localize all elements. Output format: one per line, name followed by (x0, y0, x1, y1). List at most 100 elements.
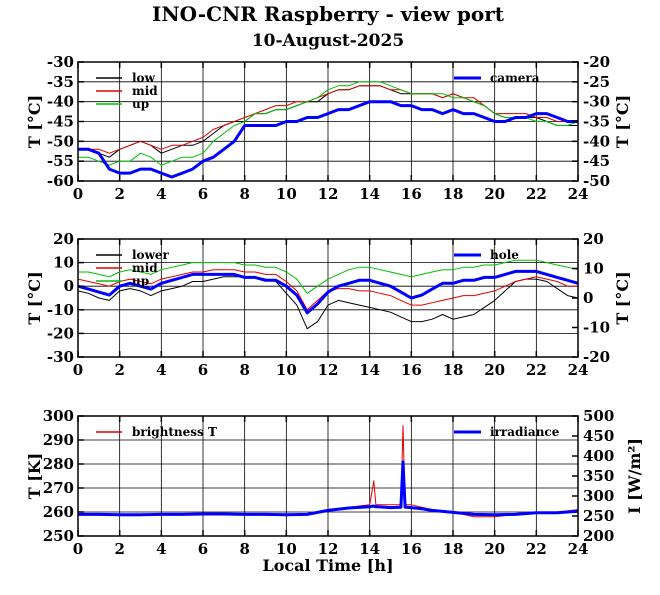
y-right-tick-label: -45 (583, 152, 610, 170)
x-tick-label: 10 (276, 540, 297, 558)
series-line-up (78, 81, 579, 166)
x-tick-label: 10 (276, 361, 297, 379)
x-tick-label: 20 (484, 540, 505, 558)
x-tick-label: 4 (156, 361, 166, 379)
x-tick-label: 22 (526, 185, 547, 203)
x-tick-label: 6 (198, 540, 208, 558)
x-tick-label: 0 (73, 540, 83, 558)
y-tick-label: -40 (47, 93, 74, 111)
x-tick-label: 12 (318, 361, 339, 379)
x-tick-label: 10 (276, 185, 297, 203)
legend-label: mid (132, 84, 158, 98)
chart-panel-2: 0 2 4 6 8 10 12 14 16 18 20 22 2420100-10-20-3020100… (25, 230, 632, 379)
y-tick-label: -10 (47, 301, 74, 319)
y-right-tick-label: -50 (583, 172, 610, 190)
x-tick-label: 18 (443, 540, 464, 558)
y-right-tick-label: -30 (583, 93, 610, 111)
x-tick-label: 0 (73, 185, 83, 203)
y-right-axis-label: I [W/m²] (625, 438, 644, 514)
x-axis-label: Local Time [h] (262, 556, 393, 575)
legend-label: up (132, 274, 149, 288)
chart-panel-3: 0 2 4 6 8 10 12 14 16 18 20 22 243002902802702602505… (25, 407, 644, 575)
y-tick-label: -55 (47, 152, 74, 170)
legend-label: brightness T (132, 425, 217, 439)
x-tick-label: 22 (526, 540, 547, 558)
y-right-tick-label: 10 (583, 260, 604, 278)
x-tick-label: 20 (484, 361, 505, 379)
y-axis-label: T [°C] (25, 271, 44, 324)
series-line-hole (77, 269, 579, 315)
x-tick-label: 24 (568, 185, 589, 203)
x-tick-label: 2 (114, 540, 124, 558)
x-tick-label: 4 (156, 540, 166, 558)
legend-label: mid (132, 261, 158, 275)
x-tick-label: 14 (359, 185, 380, 203)
x-tick-label: 14 (359, 540, 380, 558)
x-tick-label: 2 (114, 361, 124, 379)
y-tick-label: -35 (47, 73, 74, 91)
legend-label: irradiance (490, 425, 560, 439)
y-right-axis-label: T [°C] (613, 95, 632, 148)
y-right-tick-label: -40 (583, 132, 610, 150)
legend-label: low (132, 71, 156, 85)
y-tick-label: 300 (43, 407, 74, 425)
y-axis-label: T [°C] (25, 95, 44, 148)
y-right-tick-label: 450 (583, 427, 614, 445)
y-right-tick-label: 500 (583, 407, 614, 425)
y-tick-label: 250 (43, 527, 74, 545)
series-line-up (78, 259, 579, 294)
series-line-irradiance (78, 460, 579, 517)
legend-label: hole (490, 248, 519, 262)
series-line-lower (77, 276, 579, 330)
y-tick-label: 260 (43, 503, 74, 521)
figure-title: INO-CNR Raspberry - view port (152, 2, 505, 26)
x-tick-label: 16 (401, 185, 422, 203)
y-tick-label: 290 (43, 431, 74, 449)
y-right-tick-label: -10 (583, 319, 610, 337)
x-tick-label: 8 (239, 540, 249, 558)
chart-panel-1: 0 2 4 6 8 10 12 14 16 18 20 22 24-30-35-40-45-50-55-… (25, 53, 632, 203)
y-right-tick-label: -20 (583, 53, 610, 71)
legend-label: camera (490, 71, 540, 85)
x-tick-label: 4 (156, 185, 166, 203)
x-tick-label: 6 (198, 361, 208, 379)
y-right-tick-label: 0 (583, 289, 593, 307)
x-tick-label: 14 (359, 361, 380, 379)
x-tick-label: 22 (526, 361, 547, 379)
y-right-tick-label: -20 (583, 348, 610, 366)
y-right-tick-label: 350 (583, 467, 614, 485)
y-tick-label: 270 (43, 479, 74, 497)
y-right-tick-label: 200 (583, 527, 614, 545)
x-tick-label: 12 (318, 540, 339, 558)
y-right-tick-label: -25 (583, 73, 610, 91)
y-tick-label: 280 (43, 455, 74, 473)
y-tick-label: -30 (47, 53, 74, 71)
x-tick-label: 2 (114, 185, 124, 203)
x-tick-label: 18 (443, 185, 464, 203)
x-tick-label: 12 (318, 185, 339, 203)
x-tick-label: 6 (198, 185, 208, 203)
x-tick-label: 8 (239, 361, 249, 379)
series-line-camera (78, 100, 578, 179)
y-right-tick-label: 300 (583, 487, 614, 505)
x-tick-label: 8 (239, 185, 249, 203)
y-tick-label: -50 (47, 132, 74, 150)
y-right-tick-label: -35 (583, 113, 610, 131)
y-axis-label: T [K] (25, 453, 44, 500)
legend-label: lower (132, 248, 170, 262)
y-right-tick-label: 250 (583, 507, 614, 525)
y-tick-label: -20 (47, 324, 74, 342)
x-tick-label: 0 (73, 361, 83, 379)
figure-subtitle: 10-August-2025 (252, 31, 404, 51)
chart-panels: 0 2 4 6 8 10 12 14 16 18 20 22 24-30-35-40-45-50-55-… (25, 53, 644, 575)
legend-label: up (132, 97, 149, 111)
y-right-tick-label: 20 (583, 230, 604, 248)
y-right-tick-label: 400 (583, 447, 614, 465)
y-right-axis-label: T [°C] (613, 271, 632, 324)
y-tick-label: -45 (47, 113, 74, 131)
x-tick-label: 18 (443, 361, 464, 379)
y-tick-label: -60 (47, 172, 74, 190)
y-tick-label: -30 (47, 348, 74, 366)
y-tick-label: 10 (53, 254, 74, 272)
